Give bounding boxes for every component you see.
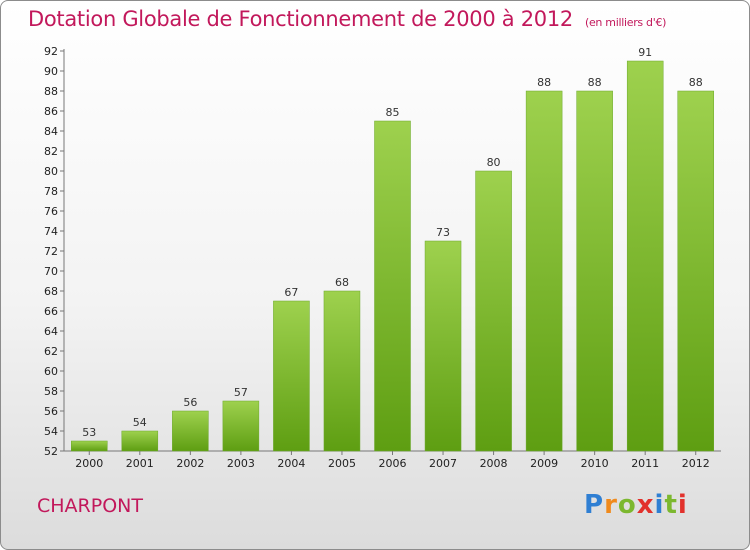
y-tick-label: 68 [44,285,58,298]
chart-unit-label: (en milliers d'€) [584,16,667,29]
x-tick-label: 2011 [631,457,659,470]
bar-value-label: 68 [335,276,349,289]
chart-title-text: Dotation Globale de Fonctionnement de 20… [28,7,573,31]
bar [71,440,108,452]
bar-value-label: 57 [234,386,248,399]
bar-value-label: 56 [183,396,197,409]
bar [374,120,411,452]
bar [677,90,714,452]
bar-value-label: 88 [588,76,602,89]
bar [475,170,512,452]
bar-value-label: 53 [82,426,96,439]
x-tick-label: 2000 [75,457,103,470]
y-tick-label: 74 [44,225,58,238]
x-tick-label: 2005 [328,457,356,470]
x-tick-label: 2004 [277,457,305,470]
y-tick-label: 64 [44,325,58,338]
bar [424,240,462,452]
bar-value-label: 85 [386,106,400,119]
proxiti-logo: Proxiti [584,490,688,520]
bar [172,410,209,452]
y-tick-label: 84 [44,125,58,138]
bar [222,400,260,452]
x-tick-label: 2002 [176,457,204,470]
y-tick-label: 88 [44,85,58,98]
bar-value-label: 88 [689,76,703,89]
bar [323,290,361,452]
y-tick-label: 58 [44,385,58,398]
y-tick-label: 66 [44,305,58,318]
y-tick-label: 52 [44,445,58,458]
bar-value-label: 54 [133,416,147,429]
y-tick-label: 78 [44,185,58,198]
bar [626,60,664,452]
bar [525,90,563,452]
y-tick-label: 70 [44,265,58,278]
y-tick-label: 92 [44,45,58,58]
bar [273,300,310,452]
y-tick-label: 72 [44,245,58,258]
bar [121,430,159,452]
bar-value-label: 88 [537,76,551,89]
chart-title: Dotation Globale de Fonctionnement de 20… [28,7,666,31]
y-tick-label: 90 [44,65,58,78]
y-tick-label: 82 [44,145,58,158]
x-tick-label: 2010 [581,457,609,470]
bar-value-label: 80 [487,156,501,169]
x-tick-label: 2007 [429,457,457,470]
bar [576,90,613,452]
y-tick-label: 76 [44,205,58,218]
y-tick-label: 60 [44,365,58,378]
y-tick-label: 62 [44,345,58,358]
x-tick-label: 2012 [682,457,710,470]
x-tick-label: 2003 [227,457,255,470]
place-name: CHARPONT [37,495,143,517]
y-tick-label: 80 [44,165,58,178]
x-tick-label: 2001 [126,457,154,470]
bar-value-label: 91 [638,46,652,59]
bar-value-label: 67 [284,286,298,299]
bar-value-label: 73 [436,226,450,239]
x-tick-label: 2008 [480,457,508,470]
x-tick-label: 2006 [379,457,407,470]
x-tick-label: 2009 [530,457,558,470]
y-tick-label: 86 [44,105,58,118]
y-tick-label: 56 [44,405,58,418]
y-tick-label: 54 [44,425,58,438]
